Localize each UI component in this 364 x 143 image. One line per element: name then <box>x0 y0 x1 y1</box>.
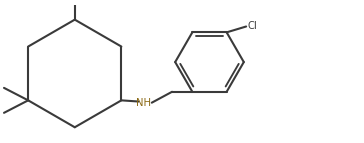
Text: NH: NH <box>136 98 151 108</box>
Text: Cl: Cl <box>247 21 257 31</box>
